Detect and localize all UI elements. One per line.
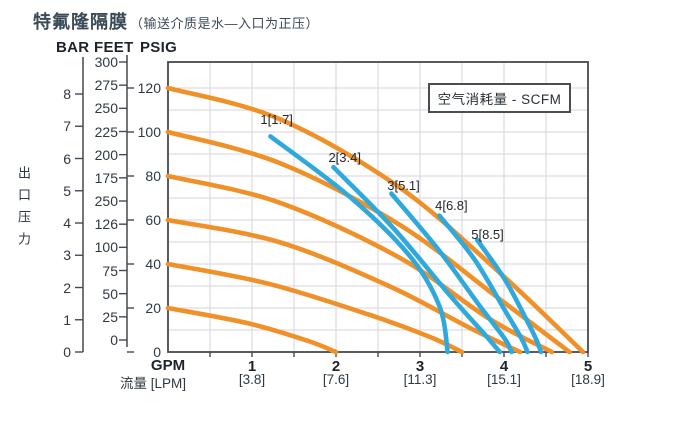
legend-box: 空气消耗量 - SCFM — [428, 83, 571, 113]
discharge-curve-120psig-curve — [165, 85, 586, 355]
air-consumption-1-scfm-curve — [268, 134, 450, 355]
bar-axis-header: BAR — [56, 39, 90, 56]
air-consumption-5-scfm-curve — [474, 237, 544, 355]
flow-label-cn: 流量 — [119, 376, 147, 391]
discharge-curve-80psig-curve — [165, 173, 555, 355]
discharge-curve-100psig-curve — [165, 129, 572, 355]
discharge-curve-60psig-curve — [165, 217, 523, 355]
chart-subtitle: （输送介质是水—入口为正压） — [130, 16, 320, 31]
discharge-curve-40psig-curve — [165, 261, 465, 355]
legend-label: 空气消耗量 - SCFM — [437, 92, 562, 107]
feet-axis-header: FEET — [94, 39, 134, 56]
air-consumption-4-scfm-curve — [437, 213, 530, 355]
chart-title: 特氟隆隔膜 — [33, 12, 128, 32]
air-consumption-2-scfm-curve — [331, 164, 503, 355]
discharge-curve-20psig-curve — [165, 305, 339, 355]
psig-axis-header: PSIG — [140, 39, 178, 56]
lpm-unit-label: [LPM] — [150, 376, 187, 391]
air-consumption-3-scfm-curve — [389, 191, 514, 355]
y-axis-title: 出口压力 — [16, 166, 31, 254]
x-axis-flow-label: 流量 [LPM] — [100, 372, 206, 392]
x-axis-unit-gpm: GPM — [150, 357, 186, 374]
page-title: 特氟隆隔膜 （输送介质是水—入口为正压） — [33, 8, 319, 34]
